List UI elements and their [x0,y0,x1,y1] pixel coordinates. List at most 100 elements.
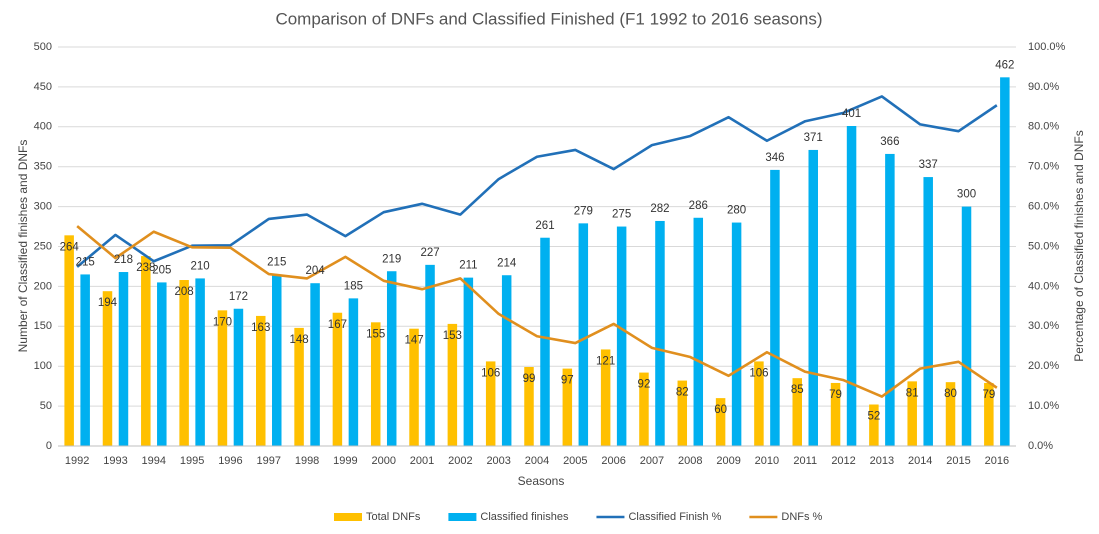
y2-tick-label: 0.0% [1028,440,1053,452]
bar [294,327,304,446]
x-tick-label: 1994 [142,455,166,467]
bar [869,404,879,446]
bar [80,274,90,446]
bar [945,382,956,446]
data-label: 167 [328,319,347,331]
data-label: 282 [650,203,669,215]
x-tick-label: 2000 [371,455,395,467]
y-tick-label: 350 [34,161,52,173]
legend-label: Total DNFs [366,511,421,523]
bar [907,381,917,446]
bar [830,382,841,446]
data-label: 280 [727,205,746,217]
bar [540,237,550,446]
data-label: 214 [497,257,517,269]
line [76,95,998,268]
x-tick-label: 1997 [257,455,281,467]
bar [386,271,397,446]
data-label: 81 [906,387,919,399]
bar [485,361,496,446]
y2-tick-label: 60.0% [1028,201,1059,213]
data-label: 82 [676,387,689,399]
x-tick-label: 2001 [410,455,434,467]
bar [578,223,589,446]
data-label: 79 [829,389,842,401]
y-tick-label: 400 [34,121,52,133]
bar [1000,77,1010,446]
bar [600,349,611,446]
data-label: 172 [229,291,248,303]
y2-tick-label: 90.0% [1028,81,1059,93]
x-tick-label: 2013 [870,455,894,467]
data-label: 227 [420,247,439,259]
bar [501,275,512,446]
bar [348,298,359,446]
data-label: 205 [152,264,171,276]
bar [808,149,818,446]
bar [770,169,780,446]
y-tick-label: 150 [34,320,52,332]
x-tick-label: 2006 [601,455,625,467]
data-label: 148 [289,334,308,346]
data-label: 275 [612,209,631,221]
data-label: 261 [535,220,554,232]
chart-title: Comparison of DNFs and Classified Finish… [275,9,822,28]
x-tick-label: 2012 [831,455,855,467]
data-label: 204 [305,265,325,277]
bar [217,310,228,446]
legend-label: Classified finishes [480,511,569,523]
x-tick-label: 2005 [563,455,587,467]
data-label: 215 [76,256,95,268]
data-label: 163 [251,322,270,334]
bar [463,277,474,446]
y2-tick-label: 80.0% [1028,121,1059,133]
bar [639,372,649,446]
data-label: 170 [213,316,232,328]
y-tick-label: 0 [46,440,52,452]
x-axis-title: Seasons [518,474,565,488]
legend-swatch [334,513,362,521]
bar [447,323,458,446]
x-tick-label: 2008 [678,455,702,467]
data-label: 371 [804,132,823,144]
data-label: 210 [191,260,210,272]
bar [179,280,189,446]
bar [923,177,933,446]
x-tick-label: 2014 [908,455,932,467]
data-label: 60 [714,404,727,416]
y-tick-label: 100 [34,360,52,372]
y-tick-label: 450 [34,81,52,93]
data-label: 215 [267,256,286,268]
data-label: 121 [596,355,615,367]
legend-swatch [448,513,477,521]
data-label: 337 [919,159,938,171]
bar [961,206,972,446]
data-label: 211 [459,260,477,272]
x-tick-label: 2009 [716,455,740,467]
data-label: 85 [791,384,804,396]
y2-tick-label: 40.0% [1028,280,1059,292]
y2-tick-label: 10.0% [1028,400,1059,412]
bar [409,328,419,446]
y2-tick-label: 100.0% [1028,41,1066,53]
x-tick-label: 2002 [448,455,472,467]
x-tick-label: 1995 [180,455,204,467]
data-label: 153 [443,330,462,342]
x-tick-label: 1998 [295,455,319,467]
data-label: 99 [523,373,536,385]
y-tick-label: 50 [40,400,52,412]
bar [272,274,282,446]
y-axis-title: Number of Classified finishes and DNFs [16,140,30,353]
bar [754,361,764,446]
bar [256,315,266,446]
data-label: 147 [404,335,423,347]
data-label: 346 [765,152,784,164]
y2-axis-title: Percentage of Classified finishes and DN… [1072,130,1086,361]
data-label: 97 [561,375,574,387]
data-label: 300 [957,189,976,201]
y2-tick-label: 20.0% [1028,360,1059,372]
y-tick-label: 500 [34,41,52,53]
data-label: 194 [98,297,118,309]
x-tick-label: 2010 [755,455,779,467]
